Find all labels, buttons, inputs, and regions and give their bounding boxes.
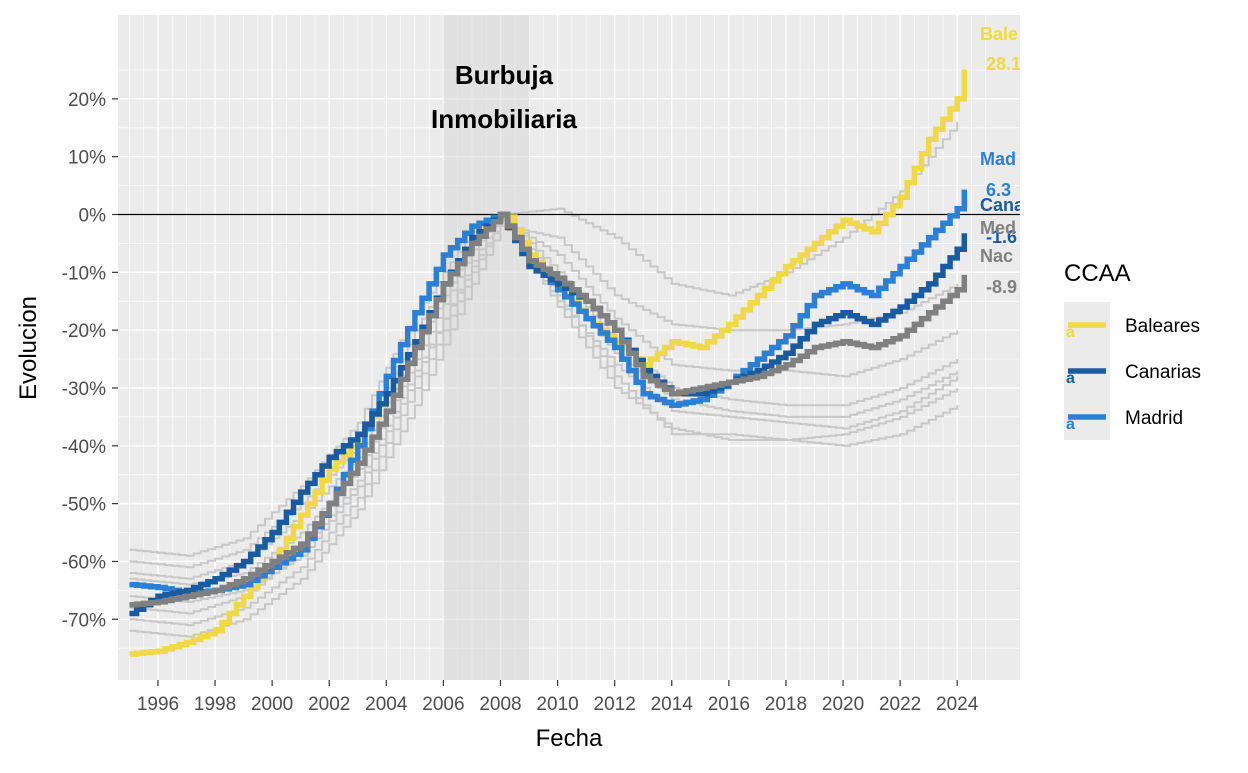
end-label-baleares: Bale: [980, 24, 1018, 44]
x-axis: 1996 1998 2000 2002 2004 2006 2008 2010 2012 2014…: [137, 680, 979, 715]
y-axis-title: Evolucion: [15, 296, 42, 400]
legend-key-glyph: a: [1066, 416, 1075, 433]
end-label-media: Med: [980, 218, 1016, 238]
x-tick-label: 2006: [422, 694, 464, 715]
end-value-baleares: 28.1: [986, 54, 1021, 74]
y-tick-label: -10%: [62, 263, 106, 284]
x-tick-label: 2010: [536, 694, 578, 715]
y-tick-label: -60%: [62, 552, 106, 573]
x-tick-label: 2012: [594, 694, 636, 715]
y-axis: 20% 10% 0% -10% -20% -30% -40% -50% -60% -70%: [62, 90, 118, 631]
x-tick-label: 2004: [365, 694, 408, 715]
x-tick-label: 2008: [479, 694, 521, 715]
x-tick-label: 2016: [708, 694, 750, 715]
legend-key-glyph: a: [1066, 370, 1075, 387]
bubble-period-shading: [443, 15, 530, 680]
end-label-canarias: Cana: [980, 195, 1025, 215]
legend-label: Baleares: [1125, 316, 1200, 337]
y-tick-label: -40%: [62, 437, 106, 458]
y-tick-label: 20%: [68, 90, 106, 111]
x-tick-label: 2014: [651, 694, 694, 715]
end-labels-group: Bale 28.1 Cana -1.6 Mad 6.3 Nac -8.9 Med: [980, 0, 1050, 768]
background-series-line: [129, 225, 959, 638]
y-tick-label: -50%: [62, 495, 106, 516]
y-tick-label: 0%: [79, 206, 107, 227]
x-tick-label: 2020: [822, 694, 864, 715]
y-tick-label: -20%: [62, 321, 106, 342]
x-axis-title: Fecha: [536, 725, 603, 752]
x-tick-label: 2002: [308, 694, 350, 715]
end-label-madrid: Mad: [980, 149, 1016, 169]
background-series-line: [129, 122, 959, 557]
highlighted-series-group: [129, 69, 968, 657]
end-value-nacional: -8.9: [986, 277, 1017, 297]
legend-title: CCAA: [1064, 260, 1131, 287]
x-tick-label: 2024: [936, 694, 979, 715]
x-tick-label: 2018: [765, 694, 807, 715]
y-tick-label: -30%: [62, 379, 106, 400]
end-label-nacional: Nac: [980, 246, 1013, 266]
end-value-madrid: 6.3: [986, 180, 1011, 200]
y-tick-label: 10%: [68, 148, 106, 169]
shade-label-line2: Inmobiliaria: [431, 104, 577, 134]
label-clip-mask: [1020, 0, 1050, 768]
y-tick-label: -70%: [62, 610, 106, 631]
legend-key-glyph: a: [1066, 324, 1075, 341]
x-tick-label: 2022: [879, 694, 921, 715]
shade-label-line1: Burbuja: [455, 60, 554, 90]
x-tick-label: 1996: [137, 694, 179, 715]
x-tick-label: 1998: [194, 694, 236, 715]
x-tick-label: 2000: [251, 694, 293, 715]
series-line-nacional: [129, 211, 968, 608]
end-value-canarias: -1.6: [986, 227, 1017, 247]
legend: CCAA a Baleares a Canarias a Madrid: [1064, 260, 1201, 440]
background-series-line: [129, 219, 959, 615]
legend-label: Madrid: [1125, 408, 1183, 429]
legend-label: Canarias: [1125, 362, 1201, 383]
